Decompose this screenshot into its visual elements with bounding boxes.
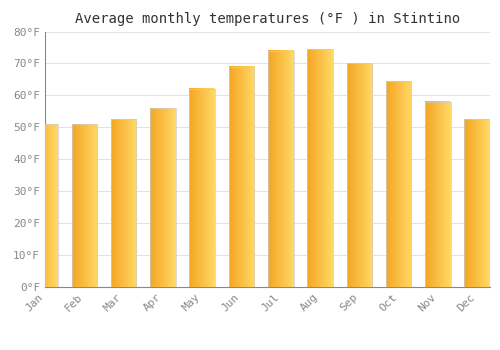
Bar	[32, 124, 58, 287]
Bar	[464, 119, 490, 287]
Bar	[32, 124, 58, 287]
Bar	[72, 124, 97, 287]
Bar	[346, 63, 372, 287]
Bar	[425, 102, 450, 287]
Bar	[190, 89, 215, 287]
Bar	[111, 119, 136, 287]
Bar	[386, 81, 411, 287]
Bar	[228, 66, 254, 287]
Bar	[268, 51, 293, 287]
Bar	[150, 108, 176, 287]
Bar	[228, 66, 254, 287]
Bar	[111, 119, 136, 287]
Bar	[346, 63, 372, 287]
Bar	[190, 89, 215, 287]
Bar	[150, 108, 176, 287]
Bar	[308, 49, 333, 287]
Bar	[425, 102, 450, 287]
Title: Average monthly temperatures (°F ) in Stintino: Average monthly temperatures (°F ) in St…	[75, 12, 460, 26]
Bar	[464, 119, 490, 287]
Bar	[308, 49, 333, 287]
Bar	[72, 124, 97, 287]
Bar	[268, 51, 293, 287]
Bar	[386, 81, 411, 287]
